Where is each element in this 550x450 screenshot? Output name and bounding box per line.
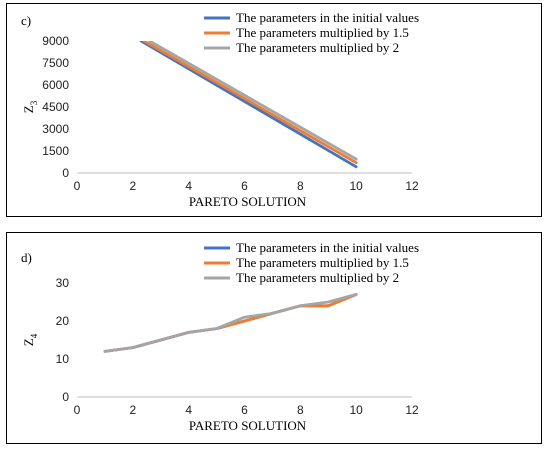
x-tick-label-d: 8 [297,403,304,417]
y-tick-label-d: 30 [56,276,70,290]
x-tick-label-d: 10 [349,403,363,417]
x-tick-label-c: 6 [241,179,248,193]
y-tick-label-c: 1500 [42,144,69,158]
legend-label-c-2: The parameters multiplied by 1.5 [236,25,409,40]
y-tick-label-c: 3000 [42,122,69,136]
x-axis-title-c: PARETO SOLUTION [189,194,307,209]
x-tick-label-c: 12 [405,179,419,193]
panel-label-c: c) [21,13,31,28]
y-axis-title-sub-c: 3 [29,100,39,105]
x-tick-label-c: 2 [129,179,136,193]
legend-label-d-1: The parameters in the initial values [236,240,419,255]
chart-svg-c: c) 0 2 4 6 8 10 12 0 1500 3000 4500 6000 7500 9000 PARE… [21,10,419,209]
y-axis-title-c: Z3 [21,100,39,113]
y-tick-label-c: 6000 [42,78,69,92]
y-tick-label-d: 10 [56,352,70,366]
y-axis-title-d: Z4 [21,333,39,346]
legend-label-d-2: The parameters multiplied by 1.5 [236,255,409,270]
y-tick-label-c: 7500 [42,56,69,70]
x-tick-label-d: 6 [241,403,248,417]
y-tick-label-c: 0 [62,166,69,180]
series-line-c-3 [148,41,358,161]
x-tick-label-c: 4 [185,179,192,193]
legend-label-c-1: The parameters in the initial values [236,10,419,25]
x-tick-label-c: 10 [349,179,363,193]
x-tick-label-d: 12 [405,403,419,417]
legend-label-d-3: The parameters multiplied by 2 [236,270,399,285]
x-tick-label-c: 0 [74,179,81,193]
legend-label-c-3: The parameters multiplied by 2 [236,40,399,55]
chart-panel-d: d) 0 2 4 6 8 10 12 0 10 20 30 PARETO SOLUTION Z4 The p… [6,232,542,444]
y-axis-title-main-c: Z [21,105,36,113]
x-tick-label-c: 8 [297,179,304,193]
x-tick-label-d: 0 [74,403,81,417]
series-line-c-2 [142,41,358,165]
y-tick-label-c: 9000 [42,34,69,48]
x-tick-label-d: 4 [185,403,192,417]
y-axis-title-main-d: Z [21,338,36,346]
y-tick-label-c: 4500 [42,100,69,114]
series-line-c-1 [139,41,358,169]
series-line-d-3 [103,293,358,353]
panel-label-d: d) [21,250,32,265]
x-tick-label-d: 2 [129,403,136,417]
chart-panel-c: c) 0 2 4 6 8 10 12 0 1500 3000 4500 6000 7500 9000 PARE… [6,3,542,217]
y-axis-title-sub-d: 4 [29,333,39,338]
y-tick-label-d: 20 [56,314,70,328]
x-axis-title-d: PARETO SOLUTION [189,418,307,433]
y-tick-label-d: 0 [62,390,69,404]
